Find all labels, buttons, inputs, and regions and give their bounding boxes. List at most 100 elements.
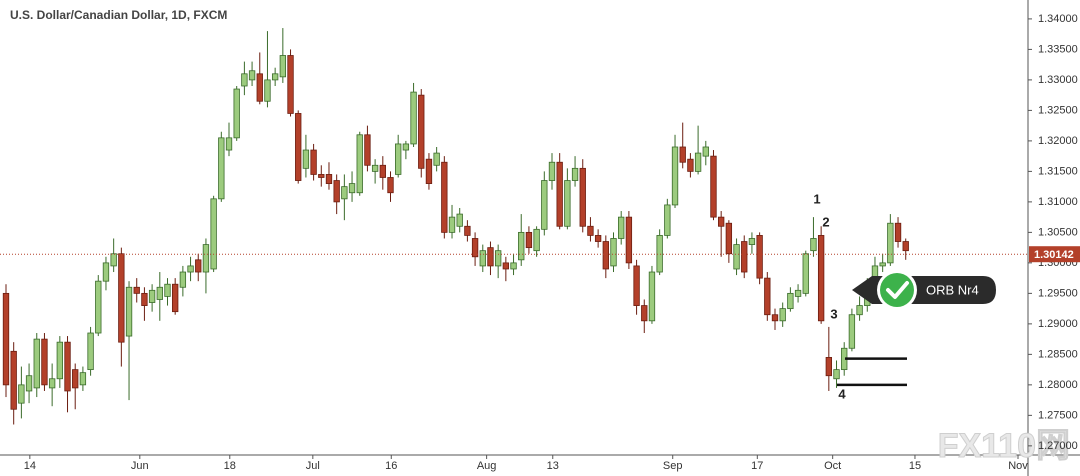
candle-body (56, 341, 63, 380)
candle-body (233, 88, 240, 139)
candle-body (817, 235, 825, 322)
candle-body (402, 143, 410, 151)
candle-body (579, 167, 586, 227)
candle-body (172, 283, 179, 313)
y-tick-label: 1.27500 (1038, 409, 1078, 421)
candle-body (671, 146, 679, 206)
candle-body (825, 357, 832, 377)
x-tick-label: Jun (131, 460, 149, 472)
candle-body (64, 341, 71, 392)
y-tick-label: 1.32500 (1038, 104, 1078, 116)
candle-body (625, 216, 633, 264)
candle-body (456, 213, 463, 227)
y-tick-label: 1.33000 (1038, 74, 1078, 86)
candle-body (618, 216, 625, 239)
annotation: 2 (822, 214, 829, 229)
x-tick-label: 14 (24, 460, 36, 472)
candle-body (510, 262, 517, 270)
candle-body (633, 265, 640, 306)
x-tick-label: 15 (909, 460, 921, 472)
candle-body (656, 235, 663, 273)
annotation: 3 (830, 306, 837, 321)
candle-body (810, 238, 817, 252)
candle-body (41, 338, 48, 386)
candle-body (264, 79, 271, 102)
candle-body (787, 292, 794, 310)
y-tick-label: 1.29000 (1038, 318, 1078, 330)
x-tick-label: 16 (385, 460, 397, 472)
candle-body (664, 204, 671, 236)
candle-body (79, 372, 87, 386)
candle-body (610, 238, 617, 267)
candle-body (902, 241, 909, 252)
candle-body (333, 180, 340, 203)
candle-body (694, 152, 702, 172)
candle-body (248, 70, 256, 81)
candle-body (356, 134, 363, 194)
y-tick-label: 1.30500 (1038, 226, 1078, 238)
candle-body (679, 146, 686, 163)
candle-body (418, 94, 425, 169)
candle-body (833, 369, 840, 380)
candle-body (779, 308, 786, 322)
candle-body (533, 228, 540, 252)
candle-body (156, 286, 163, 300)
callout: ORB Nr4 (852, 270, 996, 310)
candle-body (856, 305, 863, 316)
candle-body (556, 161, 563, 227)
candle-body (602, 241, 609, 270)
watermark: FX110网 (938, 427, 1070, 465)
candle-body (756, 235, 763, 279)
x-tick-label: 17 (751, 460, 763, 472)
candle-body (225, 137, 233, 151)
candle-body (548, 161, 556, 181)
candle-body (25, 375, 33, 392)
x-tick-label: Jul (306, 460, 320, 472)
y-tick-label: 1.29500 (1038, 287, 1078, 299)
candle-body (318, 174, 325, 178)
candle-body (48, 378, 56, 389)
candle-body (641, 305, 648, 322)
candle-body (18, 384, 25, 404)
candle-body (502, 262, 510, 270)
candle-body (33, 338, 40, 389)
y-tick-label: 1.28500 (1038, 348, 1078, 360)
y-tick-label: 1.34000 (1038, 13, 1078, 25)
candle-body (202, 244, 210, 273)
x-tick-label: Nov (1008, 460, 1028, 472)
candle-body (741, 241, 748, 273)
candle-body (364, 134, 371, 166)
candle-body (748, 238, 756, 245)
candle-body (395, 143, 402, 175)
candle-body (710, 155, 717, 218)
candle-body (479, 250, 486, 267)
last-price-box (1029, 246, 1080, 263)
candle-body (464, 225, 471, 236)
candle-body (794, 289, 802, 297)
candle-body (541, 180, 548, 230)
candle-body (887, 222, 894, 264)
candle-body (725, 222, 733, 255)
candle-body (110, 253, 117, 267)
y-tick-label: 1.32000 (1038, 135, 1078, 147)
candle-body (218, 137, 225, 200)
candle-body (879, 262, 886, 267)
y-tick-label: 1.28000 (1038, 379, 1078, 391)
candle-body (487, 247, 494, 267)
candle-body (287, 55, 294, 114)
candle-body (648, 271, 656, 322)
candle-body (133, 286, 140, 294)
y-tick-label: 1.33500 (1038, 43, 1078, 55)
candle-body (802, 253, 809, 294)
candle-body (102, 262, 110, 282)
candle-body (564, 180, 571, 227)
check-icon (886, 281, 909, 299)
candle-body (148, 289, 156, 303)
candle-body (387, 177, 394, 194)
candle-body (587, 225, 594, 236)
y-tick-label: 1.31000 (1038, 196, 1078, 208)
annotation: 1 (813, 191, 820, 206)
callout-label: ORB Nr4 (926, 282, 979, 297)
candle-body (471, 238, 479, 258)
candle-body (179, 271, 187, 288)
